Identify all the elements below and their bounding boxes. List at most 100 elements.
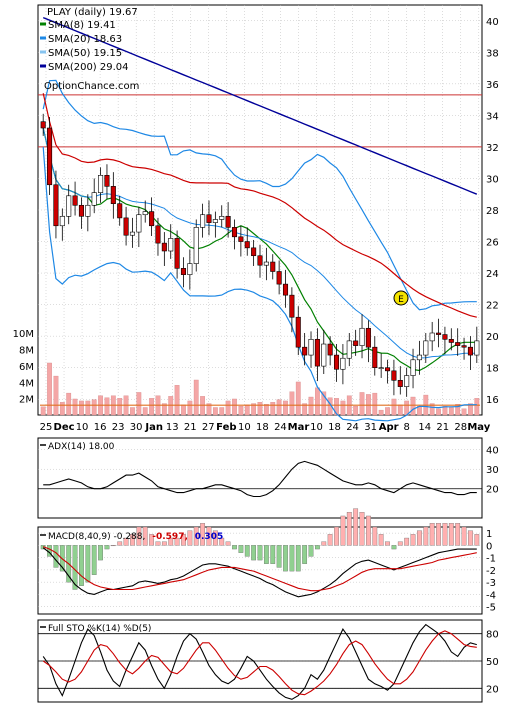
macd-value-red: -0.597, bbox=[152, 532, 188, 542]
volume-bar bbox=[238, 406, 244, 416]
candle-body bbox=[155, 225, 161, 244]
macd-histogram-bar bbox=[404, 537, 410, 546]
candle-body bbox=[391, 370, 397, 381]
date-tick-label: 27 bbox=[202, 422, 215, 433]
sto-lines bbox=[42, 623, 477, 700]
candle-body bbox=[333, 354, 340, 370]
macd-histogram-bar bbox=[110, 545, 116, 547]
panel-tick-label: 1 bbox=[486, 529, 492, 540]
macd-histogram-bar bbox=[385, 541, 390, 546]
price-tick-label: 34 bbox=[486, 111, 499, 122]
volume-bar bbox=[410, 396, 416, 416]
candle-body bbox=[161, 242, 167, 252]
volume-bar bbox=[47, 362, 52, 416]
volume-bar bbox=[174, 385, 180, 416]
macd-histogram-bar bbox=[79, 545, 84, 586]
candle-body bbox=[98, 175, 104, 193]
candle-body bbox=[455, 342, 461, 346]
macd-histogram-bar bbox=[149, 534, 154, 546]
volume-bar bbox=[378, 409, 384, 416]
volume-bar bbox=[289, 391, 295, 416]
volume-bar bbox=[455, 404, 461, 416]
volume-bar bbox=[334, 398, 339, 416]
candle-body bbox=[270, 261, 276, 272]
candle-body bbox=[129, 231, 135, 236]
macd-histogram-bar bbox=[474, 534, 480, 546]
volume-bar bbox=[391, 398, 397, 416]
macd-histogram-bar bbox=[410, 534, 416, 546]
macd-histogram-bar bbox=[289, 545, 295, 572]
panel-tick-label: 30 bbox=[486, 465, 499, 476]
candle-body bbox=[123, 217, 129, 236]
panel-tick-label: -4 bbox=[486, 590, 496, 601]
candle-body bbox=[225, 216, 231, 228]
macd-histogram-bar bbox=[366, 515, 371, 546]
legend-label: SMA(20) 18.63 bbox=[48, 34, 122, 45]
price-tick-label: 36 bbox=[486, 80, 499, 91]
volume-bar bbox=[104, 397, 110, 416]
panel-tick-label: 20 bbox=[486, 485, 499, 496]
volume-tick-label: 2M bbox=[19, 395, 34, 406]
candle-body bbox=[142, 211, 148, 216]
chart-title: PLAY (daily) 19.67 bbox=[47, 7, 138, 18]
candle-body bbox=[168, 238, 174, 252]
volume-bar bbox=[232, 398, 237, 416]
macd-histogram-bar bbox=[104, 545, 110, 550]
macd-histogram-bar bbox=[91, 545, 97, 575]
candle-body bbox=[321, 343, 327, 367]
candle-body bbox=[365, 327, 371, 348]
volume-bar bbox=[321, 391, 327, 416]
candle-body bbox=[53, 184, 59, 227]
date-tick-label: 28 bbox=[454, 422, 467, 433]
macd-histogram-bar bbox=[219, 537, 225, 546]
date-tick-label: 23 bbox=[112, 422, 125, 433]
macd-histogram-bar bbox=[448, 523, 454, 546]
candle-body bbox=[117, 203, 123, 219]
watermark: OptionChance.com bbox=[44, 81, 139, 92]
macd-histogram-bar bbox=[423, 526, 429, 546]
volume-bar bbox=[397, 404, 403, 416]
sto-k-line bbox=[42, 623, 477, 700]
adx-title: ADX(14) 18.00 bbox=[48, 442, 115, 452]
macd-histogram-bar bbox=[308, 545, 314, 557]
volume-bars bbox=[40, 362, 480, 416]
legend: PLAY (daily) 19.67 SMA(8) 19.41 SMA(20) 1… bbox=[40, 7, 139, 92]
volume-bar bbox=[181, 404, 186, 416]
candle-body bbox=[346, 340, 352, 359]
macd-histogram-bar bbox=[372, 526, 378, 546]
sto-label: Full STO %K(14) %D(5) bbox=[40, 624, 151, 634]
volume-bar bbox=[59, 402, 65, 416]
panel-tick-label: -3 bbox=[486, 578, 496, 589]
candle-body bbox=[59, 216, 65, 227]
candle-body bbox=[282, 283, 289, 296]
candle-body bbox=[200, 214, 206, 228]
volume-bar bbox=[40, 406, 46, 416]
volume-bar bbox=[429, 403, 435, 416]
candle-body bbox=[295, 316, 301, 348]
date-tick-label: 24 bbox=[346, 422, 359, 433]
candle-body bbox=[429, 332, 435, 342]
macd-histogram-bar bbox=[302, 545, 308, 564]
macd-histogram-bar bbox=[206, 526, 212, 546]
date-tick-label: Jan bbox=[144, 422, 163, 433]
date-tick-label: 30 bbox=[130, 422, 143, 433]
date-tick-label: Feb bbox=[216, 422, 236, 433]
candle-body bbox=[302, 346, 308, 356]
price-tick-label: 22 bbox=[486, 301, 499, 312]
volume-bar bbox=[212, 407, 218, 416]
macd-histogram-bar bbox=[270, 545, 276, 564]
macd-histogram-bar bbox=[436, 523, 441, 546]
date-tick-label: 16 bbox=[94, 422, 107, 433]
volume-bar bbox=[72, 398, 78, 416]
price-axis: 16 18 20 22 24 26 28 30 32 34 36 38 40 bbox=[486, 17, 499, 406]
svg-text:E: E bbox=[398, 295, 404, 305]
macd-histogram-bar bbox=[232, 545, 237, 550]
price-tick-label: 28 bbox=[486, 206, 499, 217]
candle-body bbox=[149, 211, 155, 227]
volume-bar bbox=[359, 392, 365, 416]
volume-bar bbox=[263, 404, 269, 416]
volume-bar bbox=[251, 403, 257, 416]
date-tick-label: 13 bbox=[166, 422, 179, 433]
adx-axis: 20 30 40 bbox=[486, 446, 499, 496]
macd-signal-line bbox=[42, 546, 477, 592]
